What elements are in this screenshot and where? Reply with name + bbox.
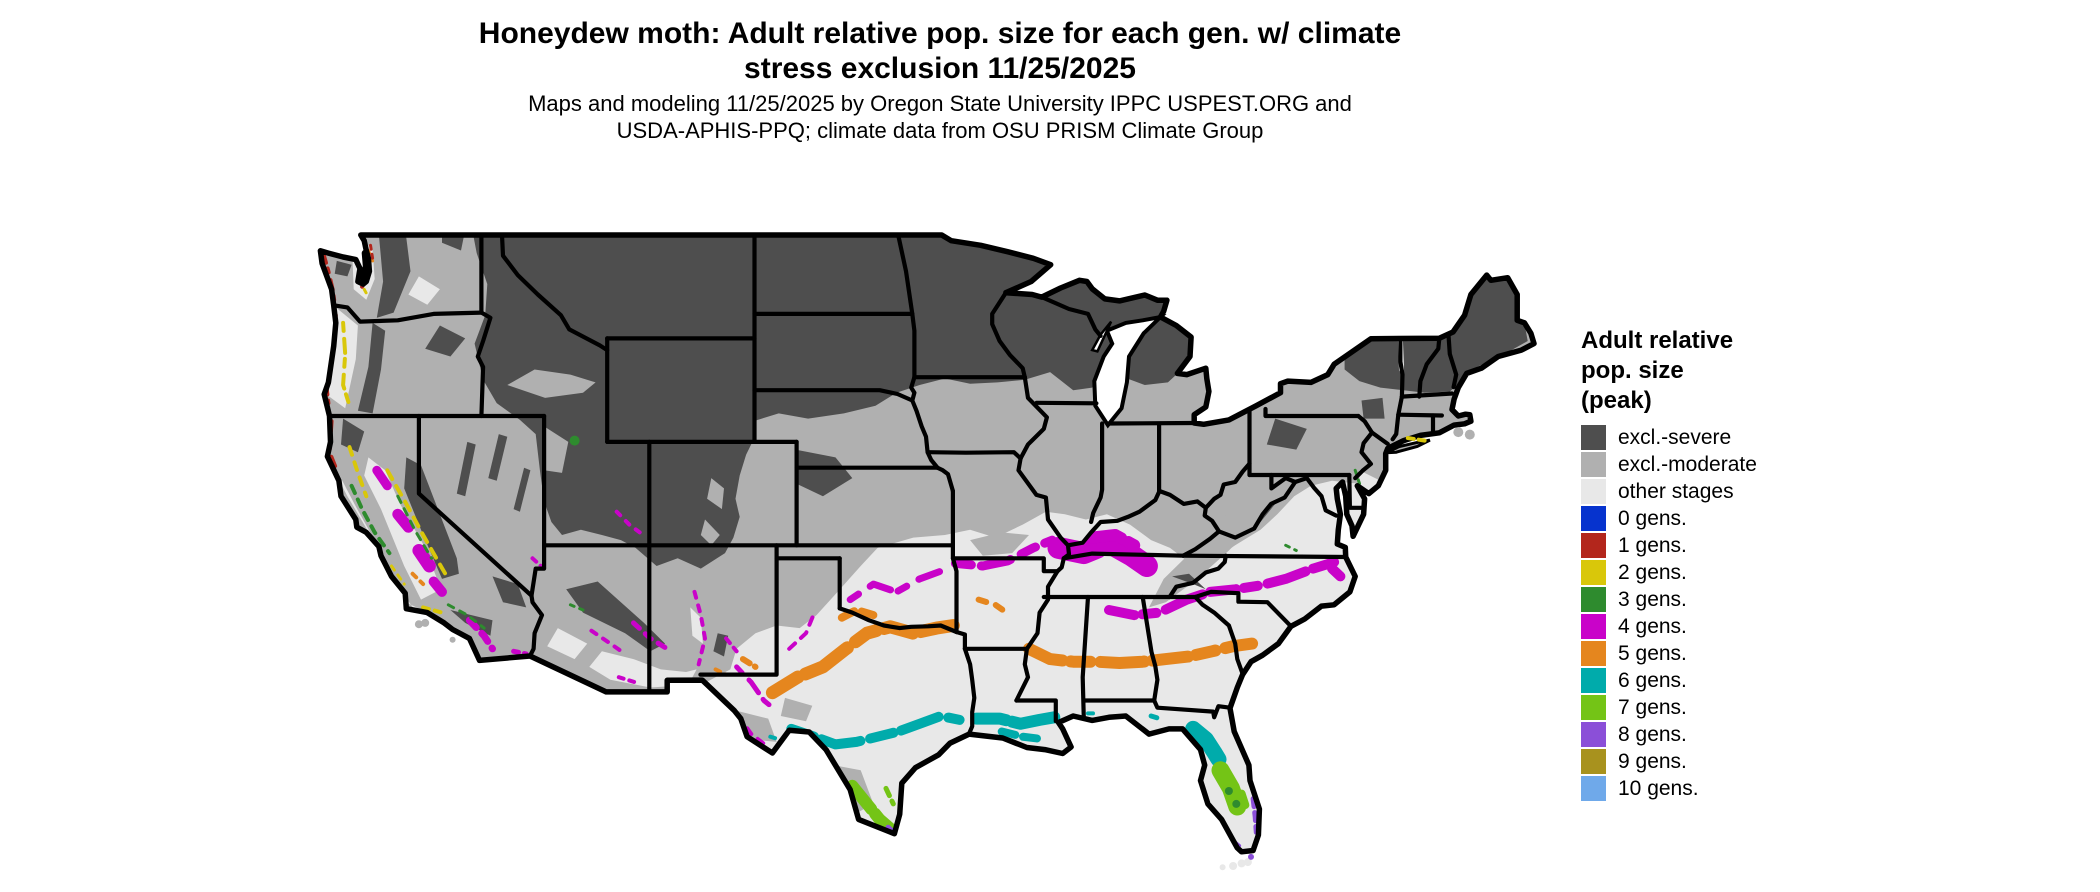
legend-label-gens-9: 9 gens.: [1618, 750, 1687, 773]
legend-row-gens-5: 5 gens.: [1581, 640, 1881, 667]
legend-row-gens-2: 2 gens.: [1581, 559, 1881, 586]
legend-title-line3: (peak): [1581, 387, 1652, 414]
map-islands: [414, 427, 1475, 871]
legend-row-gens-1: 1 gens.: [1581, 532, 1881, 559]
legend-swatch-gens-6: [1581, 668, 1606, 693]
legend-row-excl-severe: excl.-severe: [1581, 424, 1881, 451]
figure-subtitle-line2: USDA-APHIS-PPQ; climate data from OSU PR…: [616, 118, 1264, 143]
legend-row-gens-9: 9 gens.: [1581, 748, 1881, 775]
legend-label-gens-5: 5 gens.: [1618, 642, 1687, 665]
map-national-outline: [317, 232, 1537, 855]
legend-row-gens-10: 10 gens.: [1581, 775, 1881, 802]
us-map: [240, 170, 1550, 892]
legend-swatch-gens-8: [1581, 722, 1606, 747]
figure-title: Honeydew moth: Adult relative pop. size …: [240, 16, 1640, 86]
legend-label-gens-8: 8 gens.: [1618, 723, 1687, 746]
legend-swatch-gens-9: [1581, 749, 1606, 774]
legend-row-excl-moderate: excl.-moderate: [1581, 451, 1881, 478]
legend-label-other-stages: other stages: [1618, 480, 1734, 503]
legend-swatch-gens-10: [1581, 776, 1606, 801]
legend-swatch-gens-2: [1581, 560, 1606, 585]
legend-row-gens-6: 6 gens.: [1581, 667, 1881, 694]
legend-swatch-excl-moderate: [1581, 452, 1606, 477]
figure-subtitle: Maps and modeling 11/25/2025 by Oregon S…: [240, 90, 1640, 144]
figure-subtitle-line1: Maps and modeling 11/25/2025 by Oregon S…: [528, 91, 1352, 116]
legend-label-gens-6: 6 gens.: [1618, 669, 1687, 692]
legend-row-other-stages: other stages: [1581, 478, 1881, 505]
legend-swatch-gens-3: [1581, 587, 1606, 612]
legend-swatch-gens-1: [1581, 533, 1606, 558]
legend-label-gens-7: 7 gens.: [1618, 696, 1687, 719]
figure-title-line2: stress exclusion 11/25/2025: [744, 52, 1136, 85]
legend-swatch-other-stages: [1581, 479, 1606, 504]
legend-label-gens-1: 1 gens.: [1618, 534, 1687, 557]
legend-label-gens-0: 0 gens.: [1618, 507, 1687, 530]
legend-swatch-gens-5: [1581, 641, 1606, 666]
legend-title-line2: pop. size: [1581, 357, 1684, 384]
us-map-svg: [317, 232, 1537, 871]
legend-row-gens-8: 8 gens.: [1581, 721, 1881, 748]
legend-label-gens-3: 3 gens.: [1618, 588, 1687, 611]
legend-label-gens-2: 2 gens.: [1618, 561, 1687, 584]
legend-swatch-gens-7: [1581, 695, 1606, 720]
legend-swatch-gens-0: [1581, 506, 1606, 531]
legend-items: excl.-severe excl.-moderate other stages…: [1581, 424, 1881, 802]
legend-label-gens-4: 4 gens.: [1618, 615, 1687, 638]
legend-swatch-excl-severe: [1581, 425, 1606, 450]
legend-label-gens-10: 10 gens.: [1618, 777, 1699, 800]
map-legend: Adult relative pop. size (peak) excl.-se…: [1581, 326, 1881, 802]
legend-row-gens-7: 7 gens.: [1581, 694, 1881, 721]
legend-label-excl-moderate: excl.-moderate: [1618, 453, 1757, 476]
legend-row-gens-0: 0 gens.: [1581, 505, 1881, 532]
legend-title-line1: Adult relative: [1581, 327, 1734, 354]
map-state-borders: [327, 235, 1459, 736]
figure-title-line1: Honeydew moth: Adult relative pop. size …: [478, 17, 1402, 50]
legend-row-gens-3: 3 gens.: [1581, 586, 1881, 613]
legend-label-excl-severe: excl.-severe: [1618, 426, 1732, 449]
legend-swatch-gens-4: [1581, 614, 1606, 639]
legend-row-gens-4: 4 gens.: [1581, 613, 1881, 640]
